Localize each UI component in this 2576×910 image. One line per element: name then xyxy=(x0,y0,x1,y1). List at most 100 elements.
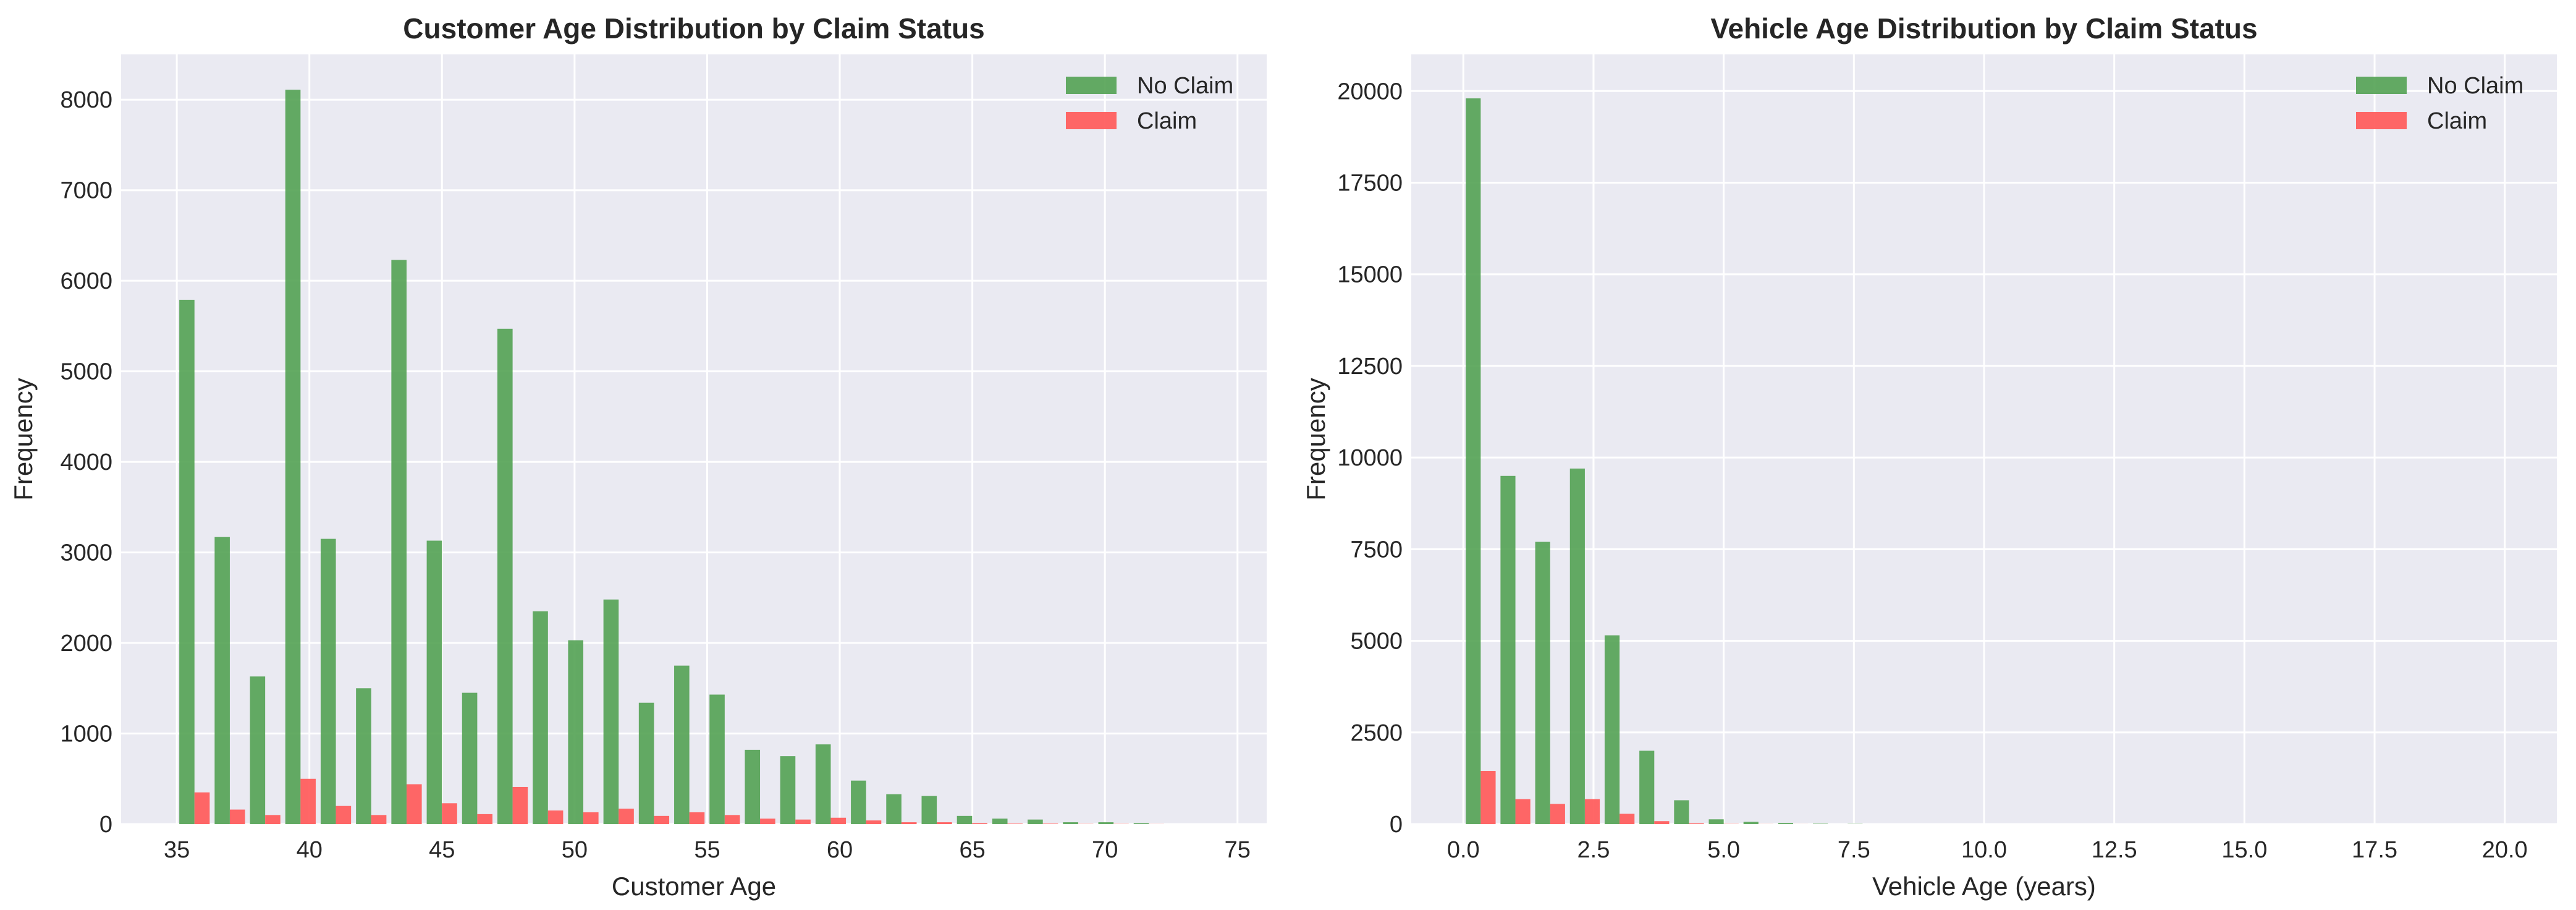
bar-no-claim xyxy=(1674,800,1689,824)
x-tick-label: 20.0 xyxy=(2482,837,2528,863)
bar-no-claim xyxy=(497,328,513,824)
bar-claim xyxy=(583,812,599,824)
x-tick-label: 70 xyxy=(1092,837,1118,863)
bar-no-claim xyxy=(1708,819,1724,824)
bar-no-claim xyxy=(638,702,654,824)
x-axis-label: Customer Age xyxy=(612,872,776,901)
bar-no-claim xyxy=(1778,823,1794,824)
y-ticks: 0 2500 5000 7500 10000 12500 15000 17500 20000 xyxy=(1337,79,1403,838)
bar-claim xyxy=(1515,799,1531,824)
legend-label-no-claim: No Claim xyxy=(1137,73,1233,99)
bar-claim xyxy=(300,778,316,824)
legend-swatch-claim xyxy=(2356,112,2407,129)
x-tick-label: 7.5 xyxy=(1838,837,1870,863)
bar-claim xyxy=(1620,814,1635,824)
bar-no-claim xyxy=(745,749,761,824)
y-tick-label: 0 xyxy=(99,812,112,838)
bar-no-claim xyxy=(356,688,371,824)
y-axis-label: Frequency xyxy=(1301,378,1330,500)
bar-claim xyxy=(265,815,281,824)
bar-no-claim xyxy=(1063,822,1078,824)
bar-claim xyxy=(1480,771,1496,824)
bar-claim xyxy=(336,806,352,824)
bar-claim xyxy=(229,809,245,824)
x-tick-label: 5.0 xyxy=(1707,837,1740,863)
x-tick-label: 50 xyxy=(562,837,588,863)
bar-no-claim xyxy=(603,599,619,824)
x-tick-label: 2.5 xyxy=(1577,837,1610,863)
bar-claim xyxy=(1689,823,1704,824)
x-tick-label: 55 xyxy=(694,837,720,863)
legend-label-claim: Claim xyxy=(2427,108,2487,134)
x-tick-label: 12.5 xyxy=(2092,837,2137,863)
chart-title: Customer Age Distribution by Claim Statu… xyxy=(403,12,984,45)
bar-no-claim xyxy=(179,299,195,824)
bar-no-claim xyxy=(921,796,937,824)
bar-no-claim xyxy=(462,692,478,824)
x-tick-label: 0.0 xyxy=(1447,837,1480,863)
bar-no-claim xyxy=(1098,822,1114,824)
y-tick-label: 5000 xyxy=(1350,629,1403,655)
y-tick-label: 3000 xyxy=(60,540,112,566)
bar-no-claim xyxy=(250,676,266,824)
bar-claim xyxy=(830,817,847,824)
vehicle-age-chart: 0.0 2.5 5.0 7.5 10.0 12.5 15.0 17.5 20.0 0 2500 50… xyxy=(1301,12,2557,901)
legend-swatch-claim xyxy=(1066,112,1117,129)
bar-no-claim xyxy=(992,819,1008,824)
bar-claim xyxy=(972,823,987,824)
bar-claim xyxy=(866,820,882,824)
legend: No Claim Claim xyxy=(2356,73,2523,134)
x-ticks: 0.0 2.5 5.0 7.5 10.0 12.5 15.0 17.5 20.0 xyxy=(1447,837,2528,863)
bar-no-claim xyxy=(709,694,725,824)
legend-swatch-no-claim xyxy=(1066,77,1117,94)
y-tick-label: 7000 xyxy=(60,178,112,204)
y-tick-label: 12500 xyxy=(1337,354,1403,380)
x-tick-label: 17.5 xyxy=(2352,837,2397,863)
bar-claim xyxy=(654,815,670,824)
bars xyxy=(1466,98,1863,825)
bar-no-claim xyxy=(1500,475,1516,824)
bar-no-claim xyxy=(1813,823,1828,824)
bar-no-claim xyxy=(815,744,831,824)
bar-claim xyxy=(937,822,952,824)
bar-claim xyxy=(194,792,210,824)
y-tick-label: 6000 xyxy=(60,268,112,294)
bar-claim xyxy=(619,809,634,824)
bar-no-claim xyxy=(214,537,230,824)
bar-claim xyxy=(512,786,528,824)
bar-claim xyxy=(442,803,457,824)
x-tick-label: 40 xyxy=(297,837,323,863)
bar-no-claim xyxy=(886,794,902,824)
bar-claim xyxy=(406,784,422,824)
bar-claim xyxy=(1550,804,1565,824)
bar-no-claim xyxy=(1743,822,1759,824)
plot-area xyxy=(121,54,1267,824)
legend-label-no-claim: No Claim xyxy=(2427,73,2523,99)
bar-claim xyxy=(1042,823,1058,824)
x-tick-label: 60 xyxy=(827,837,853,863)
x-tick-label: 35 xyxy=(164,837,190,863)
y-tick-label: 15000 xyxy=(1337,262,1403,288)
legend-swatch-no-claim xyxy=(2356,77,2407,94)
bar-no-claim xyxy=(285,90,301,824)
bar-no-claim xyxy=(674,665,690,824)
bar-claim xyxy=(1584,799,1600,824)
bars xyxy=(179,90,1164,824)
bar-no-claim xyxy=(1535,542,1550,824)
y-tick-label: 17500 xyxy=(1337,171,1403,197)
bar-no-claim xyxy=(1604,635,1620,824)
y-tick-label: 2000 xyxy=(60,631,112,657)
y-tick-label: 5000 xyxy=(60,359,112,385)
x-axis-label: Vehicle Age (years) xyxy=(1872,872,2096,901)
y-tick-label: 8000 xyxy=(60,87,112,113)
legend-label-claim: Claim xyxy=(1137,108,1197,134)
bar-claim xyxy=(477,814,492,824)
y-tick-label: 7500 xyxy=(1350,537,1403,563)
bar-claim xyxy=(1654,821,1670,824)
y-tick-label: 1000 xyxy=(60,721,112,747)
customer-age-chart: 35 40 45 50 55 60 65 70 75 0 1000 2000 3000 4000 5000… xyxy=(9,12,1267,901)
bar-claim xyxy=(1007,823,1023,824)
bar-claim xyxy=(547,810,564,824)
bar-claim xyxy=(371,815,387,824)
